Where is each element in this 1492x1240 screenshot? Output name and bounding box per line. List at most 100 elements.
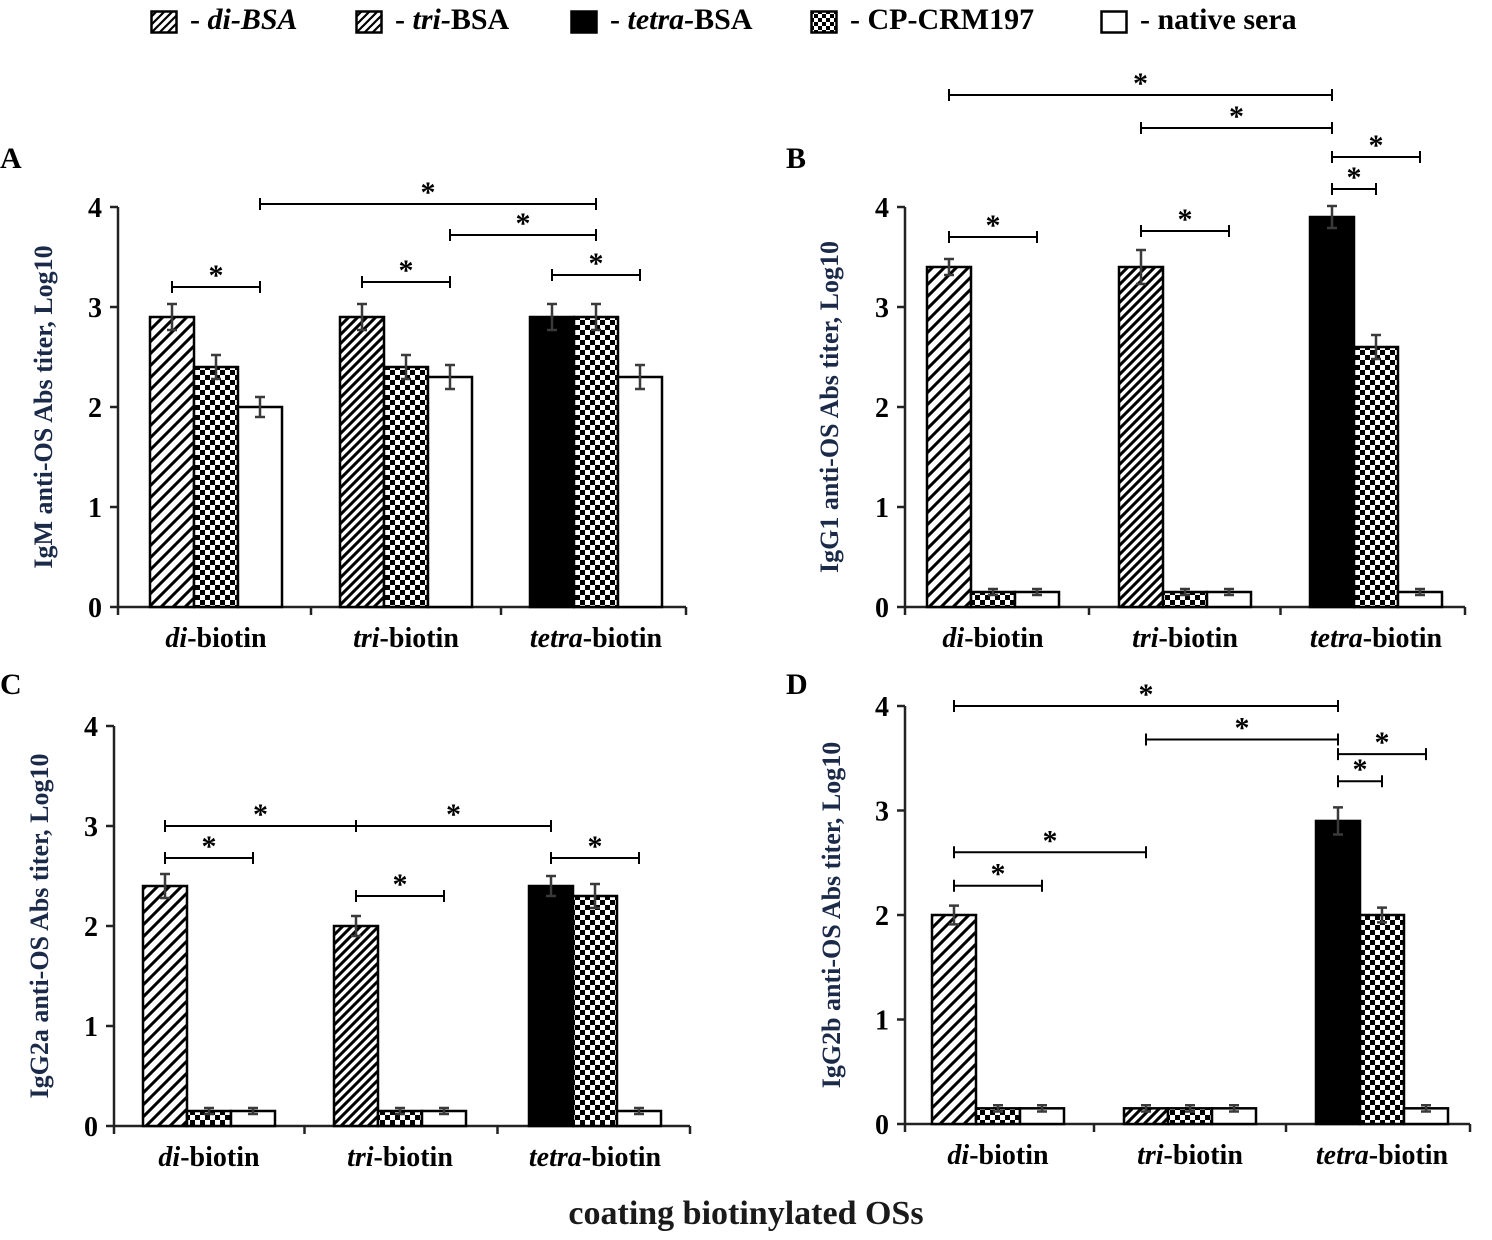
category-label-B-1: tri-biotin (1132, 623, 1238, 654)
y-tick-label-C-3: 3 (84, 812, 98, 843)
panel-letter-A: A (0, 142, 22, 175)
error-bar-D-2-native (1421, 1103, 1431, 1113)
category-label-C-0: di-biotin (158, 1142, 260, 1173)
y-tick-label-D-1: 1 (875, 1006, 889, 1037)
error-bar-C-1-tri (351, 914, 361, 938)
panel-A: A IgM anti-OS Abs titer, Log10 0 1 2 3 4 di-bio… (0, 142, 688, 654)
bar-C-1-tri (332, 924, 380, 1128)
bar-A-1-tri (338, 315, 386, 609)
error-bar-A-2-native (635, 363, 645, 391)
legend-label-tri: - tri-BSA (395, 3, 510, 36)
error-bar-C-2-cp (590, 882, 600, 910)
legend-swatch-cp (810, 10, 838, 34)
error-bar-C-1-native (439, 1106, 449, 1116)
category-label-A-0: di-biotin (165, 623, 267, 654)
y-tick-label-B-3: 3 (875, 293, 889, 324)
sig-star-D-3: * (1375, 726, 1390, 759)
legend-swatch-tetra (570, 10, 598, 34)
category-label-B-2: tetra-biotin (1310, 623, 1443, 654)
y-tick-label-A-1: 1 (88, 493, 102, 524)
sig-bracket-D-2 (1337, 775, 1383, 788)
sig-bracket-A-3 (449, 229, 597, 241)
x-axis-title: coating biotinylated OSs (568, 1195, 924, 1232)
y-tick-label-C-4: 4 (84, 712, 98, 743)
panel-letter-C: C (0, 668, 22, 701)
error-bar-D-1-native (1229, 1103, 1239, 1113)
sig-star-C-0: * (202, 830, 217, 863)
y-tick-label-D-0: 0 (875, 1110, 889, 1141)
error-bar-C-0-di (160, 872, 170, 900)
category-label-C-2: tetra-biotin (529, 1142, 662, 1173)
category-label-B-0: di-biotin (942, 623, 1044, 654)
sig-bracket-D-3 (1337, 748, 1427, 761)
sig-bracket-C-2 (550, 852, 640, 864)
sig-star-A-4: * (421, 176, 436, 209)
sig-bracket-D-1 (953, 846, 1147, 859)
sig-star-C-4: * (446, 798, 461, 831)
y-axis-label-B: IgG1 anti-OS Abs titer, Log10 (815, 241, 844, 573)
error-bar-D-1-cp (1185, 1103, 1195, 1113)
error-bar-C-0-native (248, 1106, 258, 1116)
sig-bracket-D-5 (953, 700, 1339, 712)
bar-A-0-di (148, 315, 196, 609)
bar-C-2-tetra (527, 884, 575, 1128)
panel-letter-B: B (786, 142, 806, 175)
error-bar-A-2-tetra (547, 302, 557, 332)
sig-bracket-B-5 (948, 89, 1333, 101)
error-bar-A-0-cp (211, 353, 221, 381)
category-label-A-2: tetra-biotin (530, 623, 663, 654)
y-tick-label-D-2: 2 (875, 901, 889, 932)
error-bar-D-0-cp (993, 1103, 1003, 1113)
error-bar-A-0-di (167, 302, 177, 332)
error-bar-B-2-cp (1371, 333, 1381, 361)
bar-B-0-di (925, 265, 973, 609)
sig-bracket-A-4 (259, 198, 597, 210)
error-bar-C-2-native (634, 1106, 644, 1116)
sig-bracket-B-4 (1140, 122, 1333, 134)
error-bar-A-1-tri (357, 302, 367, 332)
sig-bracket-A-2 (551, 269, 641, 281)
error-bar-C-1-cp (395, 1106, 405, 1116)
error-bar-A-1-native (445, 363, 455, 391)
sig-star-C-3: * (253, 798, 268, 831)
y-tick-label-A-4: 4 (88, 193, 102, 224)
sig-bracket-A-1 (361, 276, 451, 288)
panel-B: B IgG1 anti-OS Abs titer, Log10 0 1 2 3 4 di-bi… (786, 67, 1467, 654)
sig-star-A-1: * (399, 254, 414, 287)
bar-A-2-tetra (528, 315, 576, 609)
error-bar-D-2-cp (1377, 906, 1387, 924)
sig-bracket-C-4 (355, 820, 552, 832)
sig-bracket-B-2 (1331, 183, 1377, 195)
sig-star-B-1: * (1178, 203, 1193, 236)
error-bar-B-1-cp (1180, 587, 1190, 597)
bar-A-1-native (426, 375, 474, 609)
sig-bracket-D-4 (1145, 733, 1339, 746)
panel-C: C IgG2a anti-OS Abs titer, Log10 0 1 2 3 4 di-b… (0, 668, 692, 1173)
error-bar-B-1-native (1224, 587, 1234, 597)
legend: - di-BSA - tri-BSA - tetra-BSA - CP-CRM197 -… (150, 2, 1350, 42)
sig-star-C-1: * (393, 868, 408, 901)
sig-bracket-B-0 (948, 231, 1038, 243)
bar-D-0-di (930, 913, 978, 1126)
sig-bracket-C-1 (355, 890, 445, 902)
sig-bracket-B-1 (1140, 225, 1230, 237)
category-label-C-1: tri-biotin (347, 1142, 453, 1173)
error-bar-B-0-cp (988, 587, 998, 597)
error-bar-B-2-tetra (1327, 204, 1337, 230)
legend-label-di: - di-BSA (190, 3, 298, 36)
error-bar-D-0-di (949, 904, 959, 926)
bar-B-1-tri (1117, 265, 1165, 609)
legend-swatch-di (150, 10, 178, 34)
error-bar-A-0-native (255, 395, 265, 419)
bar-C-2-cp (571, 894, 619, 1128)
y-tick-label-C-1: 1 (84, 1012, 98, 1043)
bar-A-1-cp (382, 365, 430, 609)
y-tick-label-A-2: 2 (88, 393, 102, 424)
legend-label-cp: - CP-CRM197 (850, 3, 1035, 36)
category-label-A-1: tri-biotin (353, 623, 459, 654)
error-bar-D-0-native (1037, 1103, 1047, 1113)
bar-A-2-cp (572, 315, 620, 609)
sig-star-B-5: * (1133, 67, 1148, 100)
sig-star-A-3: * (516, 207, 531, 240)
